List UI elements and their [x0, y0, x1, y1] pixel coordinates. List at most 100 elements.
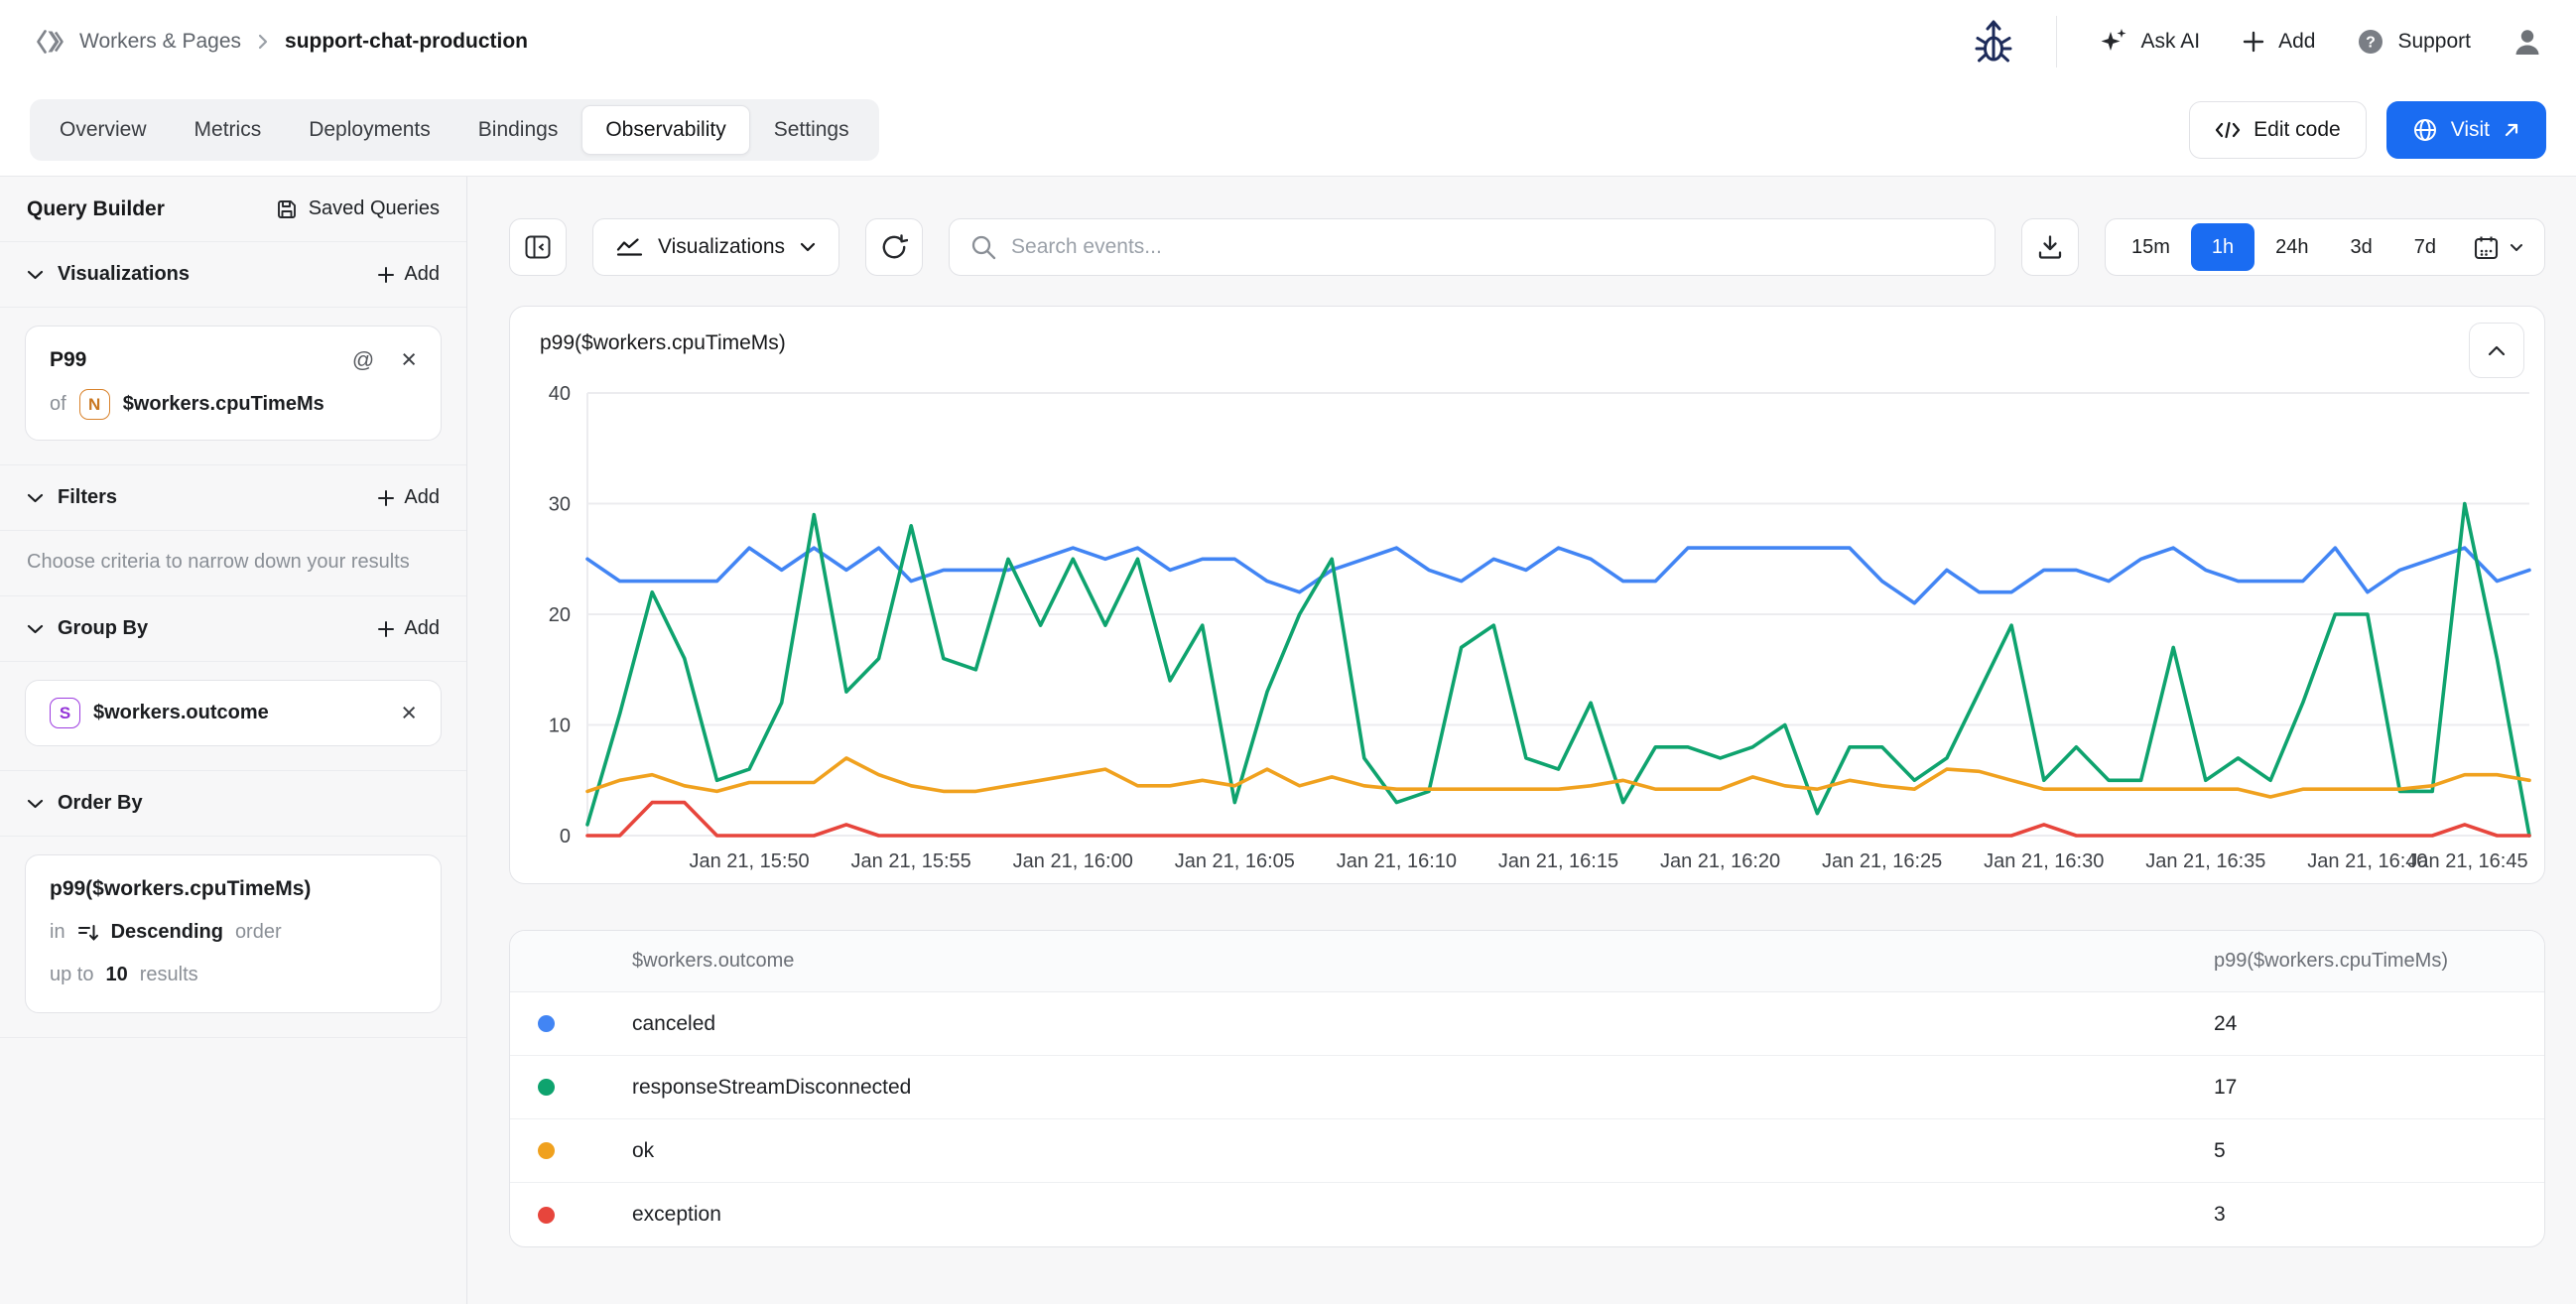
outcome-cell: exception: [632, 1203, 721, 1226]
sort-descending-icon: [77, 923, 99, 943]
y-axis-tick: 10: [549, 716, 571, 737]
chart-title: p99($workers.cpuTimeMs): [540, 331, 786, 354]
visualizations-add-button[interactable]: Add: [377, 263, 440, 286]
order-by-section-label: Order By: [58, 792, 143, 814]
tab-settings[interactable]: Settings: [773, 117, 849, 141]
results-label: results: [139, 964, 198, 985]
remove-group-by-button[interactable]: ×: [401, 698, 417, 727]
range-24h[interactable]: 24h: [2275, 235, 2309, 258]
line-chart-icon: [616, 235, 643, 259]
range-7d[interactable]: 7d: [2413, 235, 2436, 258]
timeseries-chart[interactable]: 0 10 20 30 40 Jan 21, 15:50 Jan 21, 15:55 Jan 2…: [510, 361, 2544, 877]
svg-text:?: ?: [2367, 35, 2377, 52]
series-color-dot: [538, 1079, 555, 1096]
x-axis-tick: Jan 21, 16:00: [1013, 850, 1133, 872]
toggle-sidebar-button[interactable]: [509, 218, 567, 276]
download-button[interactable]: [2020, 218, 2079, 276]
visualizations-section-toggle[interactable]: Visualizations: [27, 263, 190, 286]
order-by-section-toggle[interactable]: Order By: [27, 792, 143, 815]
filters-add-label: Add: [404, 486, 440, 508]
debug-report-icon[interactable]: [1973, 19, 2014, 65]
custom-date-range-button[interactable]: [2457, 234, 2539, 261]
sort-direction[interactable]: Descending: [110, 921, 223, 943]
ask-ai-button[interactable]: Ask AI: [2099, 27, 2200, 57]
in-label: in: [50, 921, 65, 943]
table-header-row: $workers.outcome p99($workers.cpuTimeMs): [510, 931, 2544, 992]
value-cell: 3: [2214, 1203, 2226, 1226]
visit-label: Visit: [2450, 117, 2490, 141]
table-row-ok[interactable]: ok 5: [510, 1119, 2544, 1183]
download-icon: [2038, 235, 2062, 259]
saved-queries-button[interactable]: Saved Queries: [276, 197, 440, 220]
chevron-down-icon: [800, 242, 816, 252]
tab-bindings[interactable]: Bindings: [477, 117, 559, 141]
tab-metrics[interactable]: Metrics: [193, 117, 262, 141]
chevron-down-icon: [27, 799, 44, 808]
refresh-icon: [882, 234, 909, 259]
tab-observability[interactable]: Observability: [581, 104, 750, 155]
group-by-add-label: Add: [404, 617, 440, 639]
add-button[interactable]: Add: [2242, 30, 2315, 54]
breadcrumb-page-name: support-chat-production: [285, 30, 528, 53]
group-by-field[interactable]: $workers.outcome: [93, 702, 269, 723]
range-1h[interactable]: 1h: [2190, 223, 2255, 271]
range-3d[interactable]: 3d: [2350, 235, 2373, 258]
table-row-exception[interactable]: exception 3: [510, 1183, 2544, 1246]
breadcrumb-workers-pages[interactable]: Workers & Pages: [34, 27, 241, 57]
visualizations-dropdown-label: Visualizations: [658, 235, 786, 258]
y-axis-tick: 0: [560, 826, 571, 848]
numeric-type-badge: N: [78, 389, 110, 420]
sparkle-icon: [2099, 27, 2128, 57]
tab-overview[interactable]: Overview: [60, 117, 147, 141]
outcome-cell: canceled: [632, 1011, 716, 1035]
x-axis-tick: Jan 21, 16:40: [2307, 850, 2427, 872]
help-icon: ?: [2357, 28, 2384, 56]
x-axis-tick: Jan 21, 16:30: [1984, 850, 2104, 872]
series-color-dot: [538, 1206, 555, 1224]
x-axis-tick: Jan 21, 16:05: [1175, 850, 1295, 872]
at-sign-icon[interactable]: @: [351, 346, 375, 372]
chevron-down-icon: [27, 624, 44, 633]
value-cell: 17: [2214, 1075, 2238, 1099]
x-axis-tick: Jan 21, 16:45: [2407, 850, 2527, 872]
remove-visualization-button[interactable]: ×: [401, 344, 417, 374]
filters-section-header: Filters Add: [0, 465, 466, 531]
visit-button[interactable]: Visit: [2385, 100, 2546, 159]
edit-code-button[interactable]: Edit code: [2189, 100, 2367, 159]
x-axis-tick: Jan 21, 16:25: [1822, 850, 1942, 872]
series-color-dot: [538, 1015, 555, 1032]
refresh-button[interactable]: [865, 218, 924, 276]
chevron-down-icon: [27, 270, 44, 279]
series-line-ok: [585, 756, 2531, 799]
collapse-chart-button[interactable]: [2469, 323, 2524, 378]
table-row-responseStreamDisconnected[interactable]: responseStreamDisconnected 17: [510, 1056, 2544, 1119]
chart-card: p99($workers.cpuTimeMs) 0 10 20 30 40 Jan 21,…: [509, 306, 2545, 884]
header-divider: [2055, 16, 2057, 67]
filters-section-toggle[interactable]: Filters: [27, 486, 117, 509]
support-button[interactable]: ? Support: [2357, 28, 2471, 56]
search-input[interactable]: [1011, 235, 1974, 259]
x-axis-tick: Jan 21, 16:10: [1337, 850, 1457, 872]
visualization-field[interactable]: $workers.cpuTimeMs: [122, 393, 324, 415]
order-by-card: p99($workers.cpuTimeMs) in Descending or…: [25, 854, 442, 1013]
visualizations-dropdown[interactable]: Visualizations: [592, 218, 840, 276]
avatar[interactable]: [2512, 27, 2542, 57]
tab-deployments[interactable]: Deployments: [309, 117, 431, 141]
visualizations-add-label: Add: [404, 263, 440, 285]
series-line-canceled: [585, 546, 2531, 605]
x-axis-tick: Jan 21, 16:20: [1660, 850, 1780, 872]
x-axis-tick: Jan 21, 16:35: [2145, 850, 2265, 872]
y-axis-tick: 30: [549, 494, 571, 516]
save-icon: [276, 198, 298, 220]
table-row-canceled[interactable]: canceled 24: [510, 992, 2544, 1056]
group-by-section-toggle[interactable]: Group By: [27, 617, 148, 640]
edit-code-label: Edit code: [2254, 117, 2341, 141]
outcome-cell: responseStreamDisconnected: [632, 1075, 912, 1099]
result-limit[interactable]: 10: [105, 964, 128, 985]
filters-add-button[interactable]: Add: [377, 486, 440, 509]
group-by-add-button[interactable]: Add: [377, 617, 440, 640]
plus-icon: [378, 620, 395, 637]
range-15m[interactable]: 15m: [2130, 235, 2170, 258]
series-line-responseStreamDisconnected: [585, 501, 2531, 838]
outcome-column-header: $workers.outcome: [632, 950, 795, 972]
